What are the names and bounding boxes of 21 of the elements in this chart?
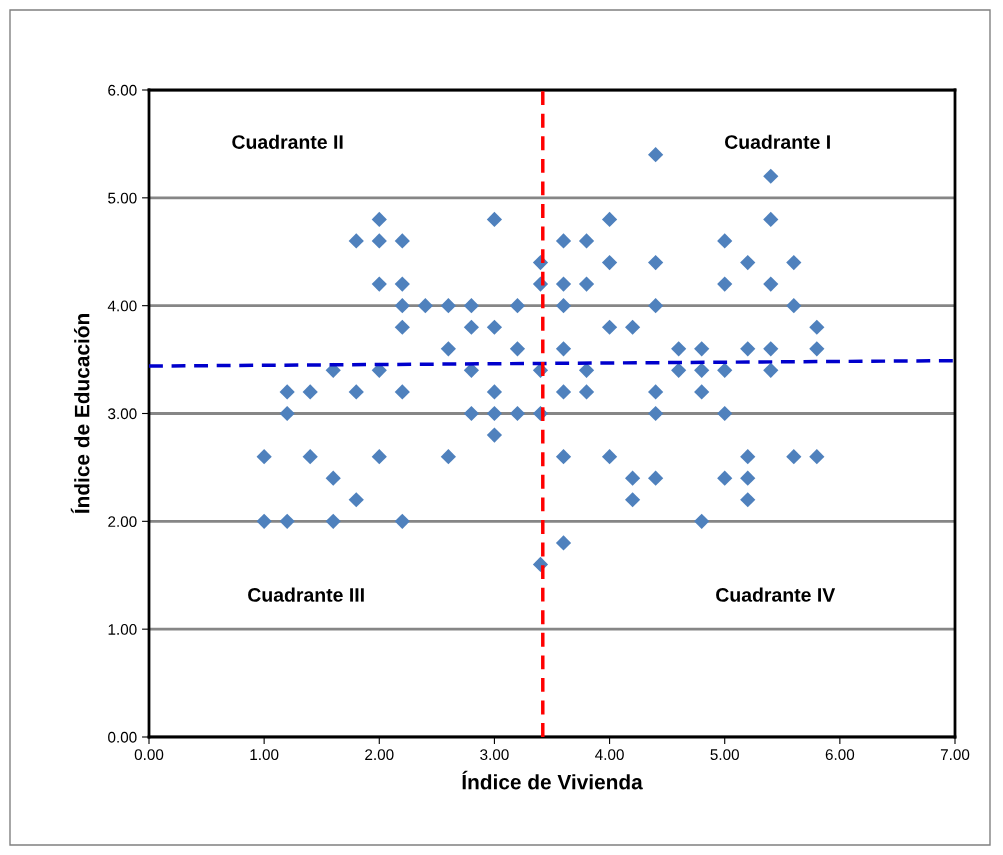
y-tick-label: 6.00: [108, 84, 137, 96]
annotation: Cuadrante IV: [716, 587, 836, 602]
y-tick-label: 1.00: [108, 624, 137, 635]
y-tick-label: 4.00: [107, 300, 137, 312]
x-tick-label: 4.00: [595, 749, 624, 761]
y-tick-label: 3.00: [108, 408, 137, 420]
x-tick-label: 2.00: [365, 749, 394, 761]
annotation: Cuadrante III: [248, 587, 364, 602]
annotation: Cuadrante I: [725, 134, 830, 149]
y-axis-title: Índice de Educación: [70, 314, 90, 514]
x-tick-label: 1.00: [250, 749, 279, 761]
y-tick-label: 5.00: [108, 192, 137, 204]
x-tick-label: 6.00: [825, 749, 855, 761]
x-axis-title: Índice de Vivienda: [462, 770, 643, 790]
y-tick-label: 2.00: [108, 516, 137, 528]
x-tick-label: 5.00: [710, 749, 739, 761]
y-tick-label: 0.00: [108, 731, 137, 743]
annotation: Cuadrante II: [232, 134, 343, 149]
x-tick-label: 3.00: [480, 749, 509, 761]
x-tick-label: 0.00: [134, 749, 164, 761]
x-tick-label: 7.00: [940, 749, 970, 761]
